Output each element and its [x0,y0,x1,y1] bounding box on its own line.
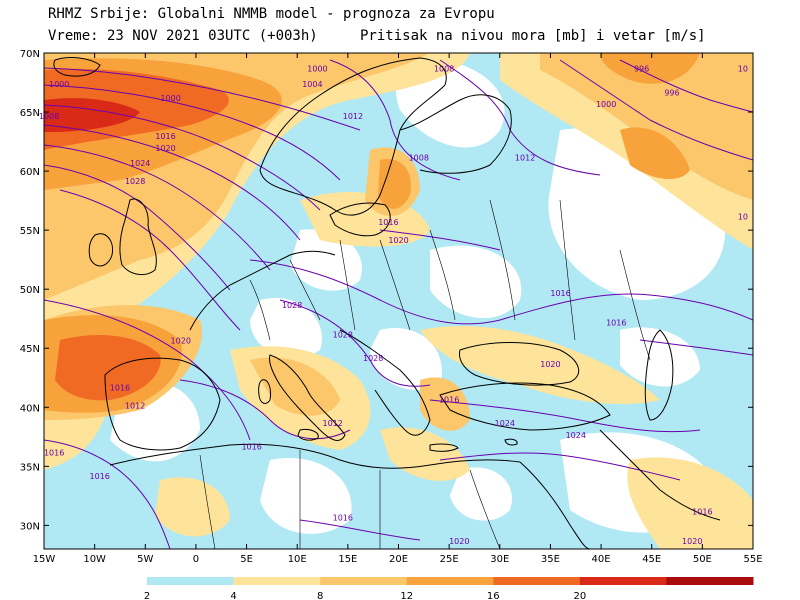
axis-ticks [43,52,754,549]
isobar-label: 1028 [282,301,302,310]
longitude-label: 45E [642,554,661,565]
isobar-label: 1020 [540,360,560,369]
isobar-label: 1016 [333,513,353,522]
latitude-label: 40N [20,403,40,414]
isobar-label: 1012 [322,419,342,428]
colorbar-label: 16 [487,591,500,600]
longitude-label: 10E [288,554,307,565]
isobar-label: 1000 [160,94,180,103]
isobar-label: 1016 [44,449,64,458]
colorbar-segment [320,577,408,585]
longitude-label: 50E [693,554,712,565]
isobar-label: 1016 [550,289,570,298]
isobar-label: 1028 [125,177,145,186]
isobar-label: 1008 [39,112,59,121]
longitude-label: 5W [137,554,153,565]
isobar-label: 996 [664,88,679,97]
latitude-label: 35N [20,462,40,473]
isobar-label: 1016 [606,319,626,328]
longitude-label: 0 [193,554,199,565]
wind-16-20 [44,68,229,401]
colorbar-label: 20 [573,591,586,600]
map-variable: Pritisak na nivou mora [mb] i vetar [m/s… [360,28,706,44]
wind-field [44,53,753,549]
isobar-label: 1000 [307,65,327,74]
isobar-label: 1012 [515,153,535,162]
isobar-label: 1016 [241,443,261,452]
isobar-label: 1016 [378,218,398,227]
colorbar-label: 4 [230,591,236,600]
isobar-label: 1024 [566,431,586,440]
isobar-label: 1016 [90,472,110,481]
latitude-label: 50N [20,285,40,296]
isobar-label: 1016 [439,395,459,404]
colorbar-segment [579,577,667,585]
latitude-label: 65N [20,108,40,119]
borders [199,199,651,549]
isobar-label: 1020 [388,236,408,245]
latitude-label: 60N [20,167,40,178]
colorbar-segment [233,577,321,585]
longitude-label: 25E [440,554,459,565]
isobar-label: 1024 [130,159,150,168]
isobar-label: 1020 [155,144,175,153]
latitude-label: 30N [20,521,40,532]
isobar-label: 1008 [409,153,429,162]
colorbar-label: 8 [317,591,323,600]
longitude-label: 20E [389,554,408,565]
wind-colorbar: 2 4 8 12 16 20 [144,577,754,600]
isobar-label: 996 [634,65,649,74]
longitude-label: 5E [240,554,253,565]
colorbar-label: 2 [144,591,150,600]
map-title: RHMZ Srbije: Globalni NMMB model - progn… [48,6,495,22]
isobar-label: 1020 [171,336,191,345]
longitude-label: 10W [83,554,106,565]
isobar-label: 10 [738,65,748,74]
coastlines [53,57,721,549]
isobar-label: 1008 [434,65,454,74]
isobar-label: 1016 [155,132,175,141]
longitude-label: 55E [743,554,762,565]
isobar-label: 1020 [682,537,702,546]
isobar-label: 1016 [110,384,130,393]
latitude-label: 55N [20,226,40,237]
colorbar-segment [493,577,581,585]
isobar-label: 1028 [333,330,353,339]
longitude-label: 35E [541,554,560,565]
isobar-label: 1012 [125,401,145,410]
isobar-label: 10 [738,212,748,221]
isobar-label: 1000 [49,80,69,89]
latitude-label: 70N [20,49,40,60]
colorbar-label: 12 [400,591,413,600]
longitude-labels: 15W 10W 5W 0 5E 10E 15E 20E 25E 30E 35E 40E 45E 50E 55… [33,554,763,565]
longitude-label: 30E [490,554,509,565]
colorbar-segment [666,577,754,585]
latitude-labels: 70N 65N 60N 55N 50N 45N 40N 35N 30N [20,49,40,532]
isobar-label: 1020 [449,537,469,546]
colorbar-segment [406,577,494,585]
isobar-label: 1028 [363,354,383,363]
isobar-label: 1000 [596,100,616,109]
longitude-label: 40E [592,554,611,565]
colorbar-segment [147,577,235,585]
isobar-label: 1024 [495,419,515,428]
isobar-label: 1016 [692,508,712,517]
isobar-label: 1004 [302,80,322,89]
isobar-labels: 1000 1000 1004 1000 1008 1012 1016 1020 1024 1028… [39,65,748,546]
map-time: Vreme: 23 NOV 2021 03UTC (+003h) [48,28,318,44]
isobar-label: 1012 [343,112,363,121]
longitude-label: 15E [338,554,357,565]
longitude-label: 15W [33,554,56,565]
latitude-label: 45N [20,344,40,355]
